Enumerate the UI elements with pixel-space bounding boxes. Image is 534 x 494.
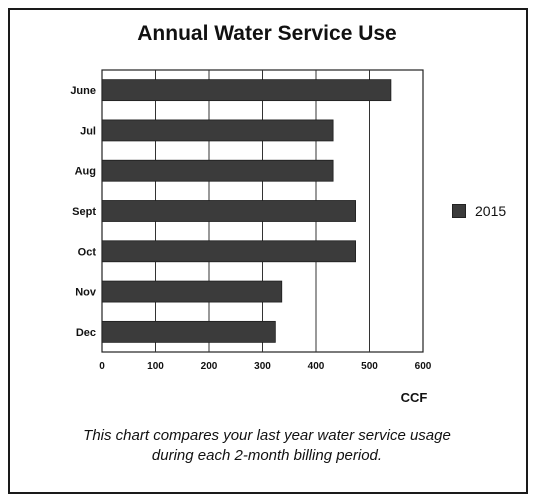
category-label: Dec [76,327,96,339]
x-tick-label: 300 [254,361,271,372]
legend-label: 2015 [475,203,507,219]
category-label: June [70,85,96,97]
x-tick-label: 400 [308,361,325,372]
category-label: Nov [75,287,97,299]
x-tick-label: 200 [201,361,218,372]
category-label: Oct [78,246,97,258]
bar [101,79,392,102]
caption-line-2: during each 2-month billing period. [151,447,383,464]
x-tick-label: 500 [361,361,378,372]
legend-swatch [452,204,466,218]
x-tick-label: 600 [415,361,432,372]
x-tick-label: 100 [147,361,164,372]
category-label: Jul [80,125,96,137]
bar [101,200,356,222]
category-label: Sept [72,206,96,218]
bar-chart: 0 100 200 300 400 500 600 June Jul Aug Sept Oct Nov… [70,69,432,372]
x-tick-label: 0 [99,361,105,372]
chart-title: Annual Water Service Use [137,22,397,45]
chart-caption: This chart compares your last year water… [20,426,514,466]
caption-line-1: This chart compares your last year water… [83,427,451,444]
bar [101,320,276,343]
bar [101,240,356,263]
bar [101,159,334,182]
x-axis-label: CCF [400,390,428,405]
legend: 2015 [452,203,506,219]
bar [101,119,334,142]
bar [101,280,283,303]
category-label: Aug [75,166,96,178]
